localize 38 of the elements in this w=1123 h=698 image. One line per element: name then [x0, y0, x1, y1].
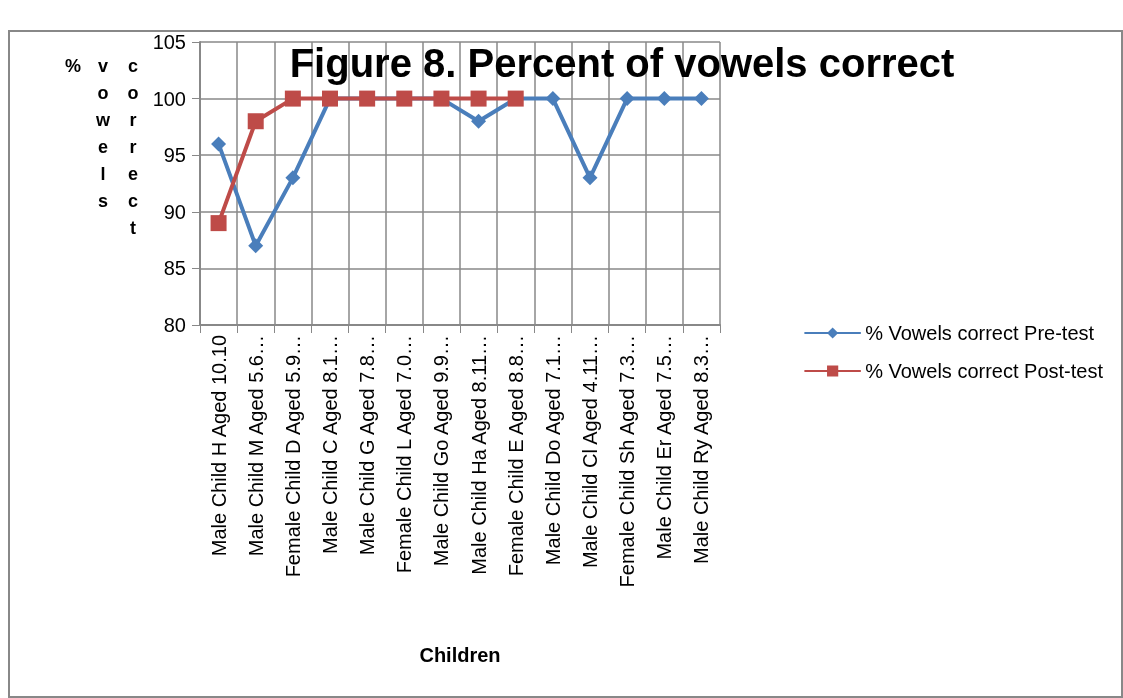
point [247, 113, 264, 130]
x-tick-label: Male Child C Aged 8.1… [319, 335, 341, 555]
x-tick-label: Female Child Sh Aged 7.3… [616, 335, 639, 588]
legend-label: % Vowels correct Pre-test [865, 322, 1095, 344]
x-tick-label: Male Child Ha Aged 8.11… [467, 335, 490, 575]
y-tick-label: 105 [152, 31, 186, 53]
x-tick-label: Male Child Ry Aged 8.3… [690, 335, 713, 565]
point [656, 91, 672, 107]
y-axis-title: % vowels correct [62, 56, 144, 247]
x-tick-label: Male Child Er Aged 7.5… [653, 335, 676, 560]
point [693, 91, 709, 107]
x-axis-title: Children [419, 644, 501, 666]
point [285, 170, 301, 186]
legend-label: % Vowels correct Post-test [865, 360, 1104, 382]
y-tick-label: 95 [163, 144, 186, 167]
point [470, 90, 487, 107]
x-tick-label: Male Child Go Aged 9.9… [430, 335, 453, 567]
point [210, 215, 227, 232]
point [211, 136, 227, 152]
x-tick-label: Male Child M Aged 5.6… [244, 335, 267, 557]
chart-title: Figure 8. Percent of vowels correct [289, 41, 955, 85]
point [582, 170, 598, 186]
x-tick-label: Male Child H Aged 10.10 [207, 335, 230, 557]
x-tick-label: Male Child G Aged 7.8… [356, 335, 379, 556]
x-tick-label: Male Child Cl Aged 4.11… [579, 335, 601, 569]
y-tick-label: 100 [152, 87, 186, 110]
point [619, 91, 635, 107]
x-tick-label: Female Child D Aged 5.9… [281, 335, 304, 578]
x-tick-label: Female Child E Aged 8.8… [504, 335, 527, 577]
x-tick-label: Female Child L Aged 7.0… [393, 335, 416, 574]
x-tick-label: Male Child Do Aged 7.1… [541, 335, 564, 566]
point [248, 238, 264, 254]
point [545, 91, 561, 107]
y-tick-label: 85 [163, 257, 186, 280]
point [284, 90, 301, 107]
y-tick-label: 80 [163, 314, 186, 336]
point [471, 113, 487, 129]
y-tick-label: 90 [163, 200, 186, 223]
